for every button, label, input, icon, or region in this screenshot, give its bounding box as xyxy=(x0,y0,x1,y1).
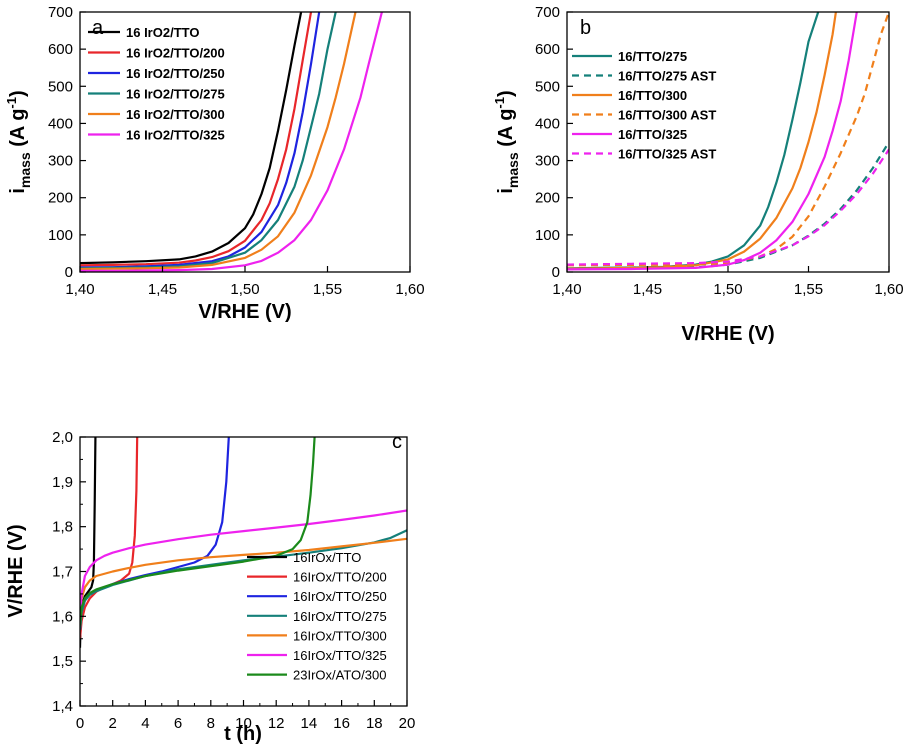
x-tick-label-a-2: 1,50 xyxy=(230,281,259,298)
y-axis-title-c: V/RHE (V) xyxy=(5,524,27,617)
x-tick-label-c-2: 4 xyxy=(141,715,149,732)
y-tick-label-b-6: 600 xyxy=(535,41,560,58)
series-line-c-1 xyxy=(80,437,139,639)
x-tick-label-c-1: 2 xyxy=(109,715,117,732)
legend-label-b-5: 16/TTO/325 AST xyxy=(618,147,716,162)
legend-label-c-4: 16IrOx/TTO/300 xyxy=(293,628,387,643)
legend-c: 16IrOx/TTO 16IrOx/TTO/200 16IrOx/TTO/250 16… xyxy=(247,550,387,683)
panel-c: 0 2 4 6 8 10 12 14 16 18 20 1,4 1,5 1,6 1,7 1,8 1,9 2,0 t … xyxy=(5,429,415,745)
y-tick-label-a-0: 0 xyxy=(65,264,73,281)
series-line-a-0 xyxy=(80,12,303,265)
y-tick-label-b-1: 100 xyxy=(535,227,560,244)
y-tick-label-b-3: 300 xyxy=(535,153,560,170)
y-tick-label-b-2: 200 xyxy=(535,190,560,207)
x-axis-title-a: V/RHE (V) xyxy=(198,301,291,323)
legend-label-c-0: 16IrOx/TTO xyxy=(293,550,361,565)
legend-label-b-2: 16/TTO/300 xyxy=(618,88,687,103)
y-tick-label-c-4: 1,8 xyxy=(52,519,73,536)
x-tick-label-c-8: 16 xyxy=(333,715,350,732)
panel-letter-c: c xyxy=(392,431,402,453)
legend-label-a-4: 16 IrO2/TTO/300 xyxy=(126,107,225,122)
x-tick-label-c-0: 0 xyxy=(76,715,84,732)
series-line-b-1 xyxy=(567,141,889,271)
x-tick-label-b-3: 1,55 xyxy=(794,281,823,298)
legend-label-b-1: 16/TTO/275 AST xyxy=(618,69,716,84)
x-tick-label-b-4: 1,60 xyxy=(874,281,903,298)
y-tick-label-a-6: 600 xyxy=(48,41,73,58)
legend-label-a-3: 16 IrO2/TTO/275 xyxy=(126,87,225,102)
x-tick-label-c-9: 18 xyxy=(366,715,383,732)
series-line-c-6 xyxy=(80,437,316,626)
legend-label-b-4: 16/TTO/325 xyxy=(618,127,687,142)
legend-a: 16 IrO2/TTO 16 IrO2/TTO/200 16 IrO2/TTO/25… xyxy=(88,25,225,143)
legend-label-b-0: 16/TTO/275 xyxy=(618,49,687,64)
series-line-b-2 xyxy=(567,12,837,270)
x-tick-label-b-1: 1,45 xyxy=(633,281,662,298)
x-tick-label-c-5: 10 xyxy=(235,715,252,732)
y-tick-label-c-0: 1,4 xyxy=(52,698,73,715)
legend-b: 16/TTO/275 16/TTO/275 AST 16/TTO/300 16/TTO… xyxy=(572,49,716,162)
series-line-a-4 xyxy=(80,12,357,271)
y-tick-label-a-1: 100 xyxy=(48,227,73,244)
x-axis-title-c: t (h) xyxy=(224,723,262,745)
y-tick-label-b-5: 500 xyxy=(535,78,560,95)
y-tick-label-a-5: 500 xyxy=(48,78,73,95)
x-tick-label-c-3: 6 xyxy=(174,715,182,732)
series-line-c-5 xyxy=(80,509,407,617)
x-tick-label-a-1: 1,45 xyxy=(148,281,177,298)
y-tick-label-a-7: 700 xyxy=(48,4,73,21)
y-axis-title-a: imass (A g-1) xyxy=(4,90,33,193)
y-tick-label-c-2: 1,6 xyxy=(52,608,73,625)
legend-label-c-6: 23IrOx/ATO/300 xyxy=(293,668,386,683)
legend-label-b-3: 16/TTO/300 AST xyxy=(618,108,716,123)
legend-label-a-2: 16 IrO2/TTO/250 xyxy=(126,66,225,81)
x-tick-label-a-4: 1,60 xyxy=(395,281,424,298)
x-tick-label-c-6: 12 xyxy=(268,715,285,732)
series-line-a-2 xyxy=(80,12,321,269)
legend-label-a-0: 16 IrO2/TTO xyxy=(126,25,199,40)
y-tick-label-c-3: 1,7 xyxy=(52,564,73,581)
legend-label-a-1: 16 IrO2/TTO/200 xyxy=(126,46,225,61)
series-line-b-4 xyxy=(567,12,858,271)
panel-letter-a: a xyxy=(92,17,104,39)
series-line-a-5 xyxy=(80,12,383,272)
series-line-a-1 xyxy=(80,12,313,267)
x-tick-label-b-2: 1,50 xyxy=(713,281,742,298)
x-tick-label-c-4: 8 xyxy=(207,715,215,732)
y-axis-title-b: imass (A g-1) xyxy=(492,90,521,193)
series-line-b-0 xyxy=(567,12,820,270)
series-line-c-4 xyxy=(80,537,407,617)
y-tick-label-b-7: 700 xyxy=(535,4,560,21)
x-tick-label-a-0: 1,40 xyxy=(65,281,94,298)
plot-frame-b xyxy=(566,11,890,273)
series-line-b-5 xyxy=(567,148,889,266)
panel-b: 1,40 1,45 1,50 1,55 1,60 0 100 200 300 400 500 600 7… xyxy=(492,4,904,345)
legend-label-c-1: 16IrOx/TTO/200 xyxy=(293,570,387,585)
y-tick-label-b-4: 400 xyxy=(535,115,560,132)
legend-label-c-3: 16IrOx/TTO/275 xyxy=(293,609,387,624)
x-tick-label-c-10: 20 xyxy=(399,715,416,732)
x-tick-label-c-7: 14 xyxy=(301,715,318,732)
y-tick-label-b-0: 0 xyxy=(552,264,560,281)
x-axis-title-b: V/RHE (V) xyxy=(681,323,774,345)
series-line-c-2 xyxy=(80,437,230,630)
y-tick-label-c-1: 1,5 xyxy=(52,653,73,670)
legend-label-c-5: 16IrOx/TTO/325 xyxy=(293,648,387,663)
x-tick-label-b-0: 1,40 xyxy=(552,281,581,298)
y-tick-label-c-6: 2,0 xyxy=(52,429,73,446)
legend-label-a-5: 16 IrO2/TTO/325 xyxy=(126,128,225,143)
panel-letter-b: b xyxy=(580,17,591,39)
y-tick-label-a-2: 200 xyxy=(48,190,73,207)
y-tick-label-a-4: 400 xyxy=(48,115,73,132)
panel-a: 1,40 1,45 1,50 1,55 1,60 0 100 200 300 400 500 600 7… xyxy=(4,4,425,323)
series-line-b-3 xyxy=(567,12,889,267)
x-tick-label-a-3: 1,55 xyxy=(313,281,342,298)
y-tick-label-a-3: 300 xyxy=(48,153,73,170)
y-tick-label-c-5: 1,9 xyxy=(52,474,73,491)
legend-label-c-2: 16IrOx/TTO/250 xyxy=(293,589,387,604)
